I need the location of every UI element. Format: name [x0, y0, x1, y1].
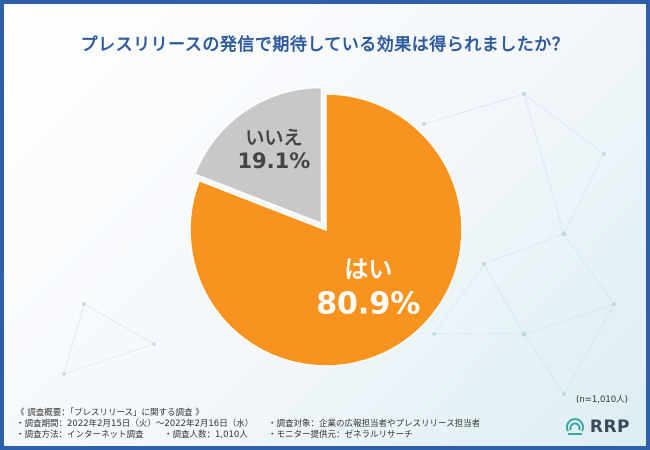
pie-slice-1: [193, 86, 323, 225]
survey-method: ・調査方法：インターネット調査: [16, 430, 144, 440]
slice-label-0: はい: [344, 256, 392, 284]
survey-heading: 《 調査概要：「プレスリリース」に関する調査 》: [16, 408, 204, 418]
sample-size: (n=1,010人): [576, 395, 628, 405]
slice-value-0: 80.9%: [316, 287, 420, 322]
rrp-logo-icon: [565, 418, 584, 435]
slice-value-1: 19.1%: [237, 149, 310, 173]
survey-period: ・調査期間：2022年2月15日（火）～2022年2月16日（水）: [16, 419, 254, 429]
survey-target: ・調査対象：企業の広報担当者やプレスリリース担当者: [268, 419, 481, 429]
chart-title: プレスリリースの発信で期待している効果は得られましたか？: [80, 35, 570, 55]
network-background: [62, 91, 617, 397]
survey-summary: 《 調査概要：「プレスリリース」に関する調査 》 ・調査期間：2022年2月15…: [16, 408, 480, 441]
survey-respondents: ・調査人数：1,010人: [164, 430, 248, 440]
slice-label-1: いいえ: [245, 127, 302, 149]
pie-slice-0: [189, 93, 463, 367]
survey-provider: ・モニター提供元：ゼネラルリサーチ: [268, 430, 413, 440]
rrp-logo: RRP: [564, 416, 630, 438]
logo-text: RRP: [589, 417, 630, 437]
